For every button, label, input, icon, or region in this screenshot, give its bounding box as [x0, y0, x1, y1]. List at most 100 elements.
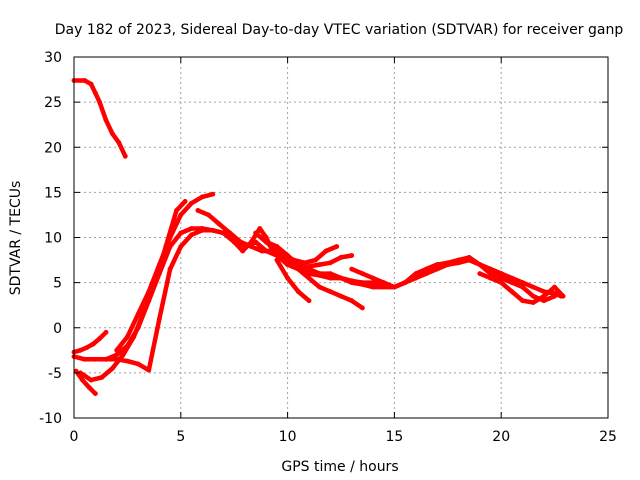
y-tick-label: 25 [44, 95, 62, 111]
data-point [295, 289, 301, 294]
x-tick-label: 10 [279, 429, 297, 445]
data-point [146, 298, 152, 304]
data-point [327, 260, 333, 266]
data-point [370, 284, 376, 290]
data-point [327, 271, 333, 276]
data-point [88, 377, 94, 383]
data-point [263, 239, 269, 245]
chart-title: Day 182 of 2023, Sidereal Day-to-day VTE… [55, 22, 624, 38]
x-tick-label: 15 [385, 429, 403, 445]
data-point [327, 289, 333, 294]
data-point [248, 244, 254, 249]
data-point [552, 293, 557, 299]
data-point [189, 226, 194, 231]
data-point [90, 341, 96, 347]
data-point [216, 221, 222, 227]
data-point [99, 375, 105, 380]
data-point [560, 293, 566, 299]
data-point [110, 131, 115, 137]
data-point [327, 275, 333, 281]
data-point [285, 275, 290, 281]
series-track-3 [73, 368, 98, 396]
data-point [167, 244, 173, 249]
data-point [135, 325, 141, 331]
data-point [370, 275, 376, 281]
data-point [509, 280, 515, 285]
data-point [82, 78, 88, 83]
x-tick-label: 20 [492, 429, 510, 445]
series-layer [71, 78, 566, 396]
data-point [189, 200, 194, 206]
tick-layer: 0 5 10 15 20 25 -10 -5 0 5 10 15 20 25 30 [39, 50, 617, 445]
data-point [402, 280, 408, 285]
data-point [434, 262, 440, 267]
data-point [552, 284, 557, 290]
data-point [488, 275, 493, 281]
data-point [125, 358, 130, 364]
data-point [93, 391, 98, 396]
data-point [349, 266, 355, 272]
y-tick-label: 0 [53, 321, 62, 337]
data-point [146, 367, 152, 373]
data-point [78, 370, 83, 376]
data-point [498, 280, 504, 285]
data-point [206, 212, 212, 218]
data-point [167, 266, 173, 272]
data-point [189, 232, 194, 238]
series-track-13 [349, 257, 557, 303]
data-point [73, 368, 79, 374]
data-point [167, 235, 173, 240]
data-point [413, 271, 419, 276]
data-point [424, 266, 429, 272]
data-point [114, 352, 120, 358]
data-point [349, 278, 355, 284]
data-point [338, 293, 344, 299]
series-track-6 [114, 191, 216, 353]
data-point [509, 289, 515, 294]
data-point [86, 384, 92, 390]
data-point [317, 273, 322, 278]
data-point [116, 140, 122, 146]
data-point [78, 347, 83, 353]
data-point [498, 275, 504, 281]
data-point [120, 352, 126, 358]
data-point [530, 284, 536, 290]
data-point [93, 90, 98, 96]
data-point [125, 334, 130, 340]
data-point [97, 336, 102, 341]
grid-layer [74, 57, 608, 418]
data-point [257, 226, 263, 231]
data-point [317, 262, 322, 267]
data-point [434, 266, 440, 272]
data-point [103, 356, 109, 362]
series-track-9 [253, 230, 564, 299]
y-tick-label: -5 [48, 366, 62, 382]
data-point [530, 293, 536, 299]
data-point [306, 298, 312, 304]
y-tick-label: 30 [44, 50, 62, 66]
data-point [221, 230, 226, 236]
x-tick-label: 25 [599, 429, 617, 445]
data-point [285, 257, 290, 263]
data-point [80, 377, 85, 383]
y-tick-label: -10 [39, 411, 62, 427]
data-point [392, 284, 397, 290]
data-point [199, 226, 205, 231]
y-tick-label: 15 [44, 185, 62, 201]
data-point [509, 275, 515, 281]
data-point [253, 239, 258, 245]
series-track-12 [274, 257, 312, 303]
data-point [498, 271, 504, 276]
data-point [125, 343, 130, 349]
series-track-1 [71, 78, 128, 159]
data-point [338, 255, 344, 260]
data-point [323, 248, 329, 254]
data-point [210, 191, 216, 197]
data-point [274, 248, 280, 254]
data-point [103, 329, 109, 335]
data-point [424, 271, 429, 276]
data-point [93, 356, 98, 362]
data-point [227, 230, 233, 236]
data-point [182, 199, 188, 204]
data-point [110, 366, 115, 371]
